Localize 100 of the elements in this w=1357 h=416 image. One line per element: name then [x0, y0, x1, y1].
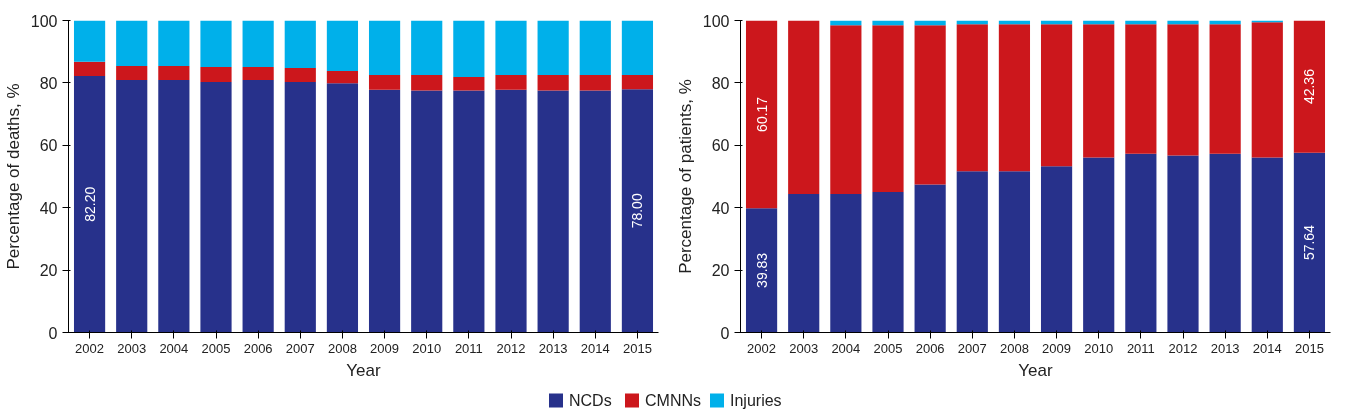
bar [579, 90, 611, 333]
bar [326, 20, 359, 72]
x-tick-label: 2012 [1168, 340, 1198, 356]
x-tick-label: 2005 [873, 340, 903, 356]
bar [200, 81, 232, 333]
bar [495, 89, 527, 333]
bar [1083, 157, 1115, 333]
bar [788, 193, 820, 333]
x-tick-label: 2002 [75, 340, 105, 356]
bar [621, 20, 654, 76]
bar [453, 20, 485, 77]
y-axis-title: Percentage of patients, % [675, 79, 695, 274]
x-tick-label: 2010 [1084, 340, 1114, 356]
data-label: 57.64 [1301, 224, 1318, 261]
x-tick-label: 2013 [1210, 340, 1240, 356]
bar [453, 76, 485, 91]
bar [1040, 24, 1073, 167]
bar [830, 193, 862, 333]
x-tick-label: 2006 [915, 340, 945, 356]
bar [242, 66, 274, 81]
bar [1083, 24, 1115, 158]
bar [1293, 20, 1326, 153]
bar [116, 66, 148, 81]
bar [326, 83, 359, 333]
legend-label: Injuries [730, 392, 782, 409]
x-tick-label: 2007 [285, 340, 315, 356]
data-label: 60.17 [753, 96, 770, 132]
x-tick-label: 2008 [999, 340, 1029, 356]
bar [411, 90, 443, 333]
bar [411, 75, 443, 91]
x-tick-label: 2012 [496, 340, 526, 356]
bar [411, 20, 443, 76]
bar [830, 25, 862, 194]
y-tick-label: 0 [720, 324, 730, 342]
bar [158, 80, 190, 333]
bar [537, 20, 569, 76]
bar [745, 208, 778, 333]
data-label: 78.00 [629, 193, 646, 229]
bar [368, 75, 401, 90]
legend-label: CMNNs [645, 392, 701, 409]
bar [73, 61, 106, 77]
bar [1167, 155, 1199, 333]
x-tick-label: 2015 [622, 340, 652, 356]
x-tick-label: 2005 [201, 340, 231, 356]
x-tick-label: 2014 [1252, 340, 1282, 356]
x-tick-label: 2015 [1294, 340, 1324, 356]
x-tick-label: 2009 [370, 340, 400, 356]
bar [242, 20, 274, 67]
y-axis-title: Percentage of deaths, % [3, 83, 23, 270]
bar [116, 20, 148, 67]
bar [579, 75, 611, 91]
bar [284, 67, 316, 82]
bar [1125, 24, 1157, 154]
y-tick-label: 80 [39, 74, 58, 92]
x-tick-label: 2003 [789, 340, 819, 356]
bar [284, 20, 316, 68]
data-label: 82.20 [81, 186, 98, 222]
bar [495, 20, 527, 76]
data-label: 42.36 [1301, 68, 1318, 105]
x-tick-label: 2011 [454, 340, 483, 356]
x-tick-label: 2008 [327, 340, 357, 356]
bar [1209, 153, 1241, 333]
y-tick-label: 0 [48, 324, 58, 342]
x-tick-label: 2011 [1126, 340, 1155, 356]
bar [914, 184, 946, 333]
bar [872, 25, 904, 193]
x-tick-label: 2009 [1042, 340, 1072, 356]
bar [956, 24, 988, 172]
bar [1167, 24, 1199, 156]
x-tick-label: 2003 [117, 340, 147, 356]
x-tick-label: 2007 [957, 340, 987, 356]
y-tick-label: 20 [39, 262, 58, 280]
y-tick-label: 40 [39, 199, 58, 217]
bar [1125, 153, 1157, 333]
bar [1293, 152, 1326, 333]
bar [537, 90, 569, 333]
y-tick-label: 20 [711, 262, 730, 280]
bar [200, 20, 232, 67]
y-tick-label: 40 [711, 199, 730, 217]
bar [368, 89, 401, 333]
bar [1209, 24, 1241, 154]
bar [537, 75, 569, 91]
bar [326, 71, 359, 84]
y-tick-label: 100 [30, 12, 58, 30]
bar [745, 20, 778, 209]
bar [200, 66, 232, 82]
bar [73, 76, 106, 333]
x-tick-label: 2004 [831, 340, 861, 356]
x-tick-label: 2006 [243, 340, 273, 356]
bar [872, 192, 904, 333]
y-tick-label: 60 [711, 137, 730, 155]
bar [579, 20, 611, 76]
x-tick-label: 2004 [159, 340, 189, 356]
x-tick-label: 2014 [580, 340, 610, 356]
bar [998, 171, 1031, 333]
y-tick-label: 60 [39, 137, 58, 155]
bar [914, 25, 946, 185]
x-axis-title: Year [1018, 360, 1054, 380]
bar [116, 80, 148, 333]
bar [158, 20, 190, 67]
